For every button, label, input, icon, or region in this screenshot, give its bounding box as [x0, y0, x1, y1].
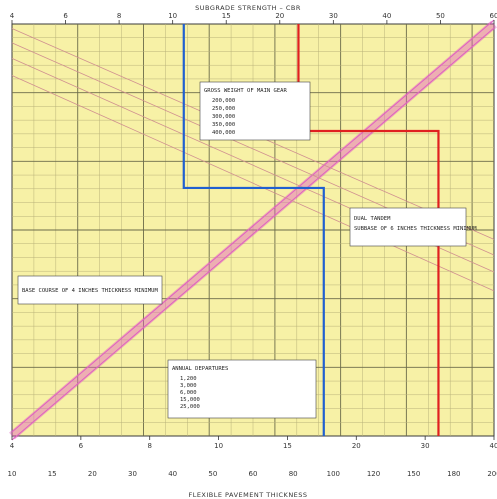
- annual-departure-label: 25,000: [180, 404, 200, 410]
- bottom-axis-tick-label: 40: [490, 442, 497, 450]
- example-path: [297, 24, 440, 436]
- top-axis-tick-label: 6: [63, 12, 68, 20]
- bottom-axis-tick-label: 4: [10, 442, 15, 450]
- example-paths: [182, 24, 440, 436]
- bottom-axis-secondary-tick-label: 100: [327, 470, 340, 478]
- example-path: [182, 24, 325, 436]
- top-axis-title: SUBGRADE STRENGTH – CBR: [195, 4, 301, 12]
- annual-departure-label: 3,000: [180, 383, 197, 389]
- top-axis-tick-label: 20: [275, 12, 284, 20]
- top-axis-tick-label: 30: [329, 12, 338, 20]
- top-axis-tick-label: 40: [382, 12, 391, 20]
- bottom-axis-tick-label: 8: [147, 442, 151, 450]
- equivalent-note-box: [349, 207, 467, 247]
- bottom-axis-secondary-tick-label: 30: [128, 470, 137, 478]
- base-note-box: [17, 275, 163, 305]
- bottom-axis-tick-label: 30: [421, 442, 430, 450]
- top-axis-tick-label: 8: [117, 12, 121, 20]
- gross-weight-label: 300,000: [212, 114, 235, 120]
- annual-departures-note-box: [167, 359, 317, 419]
- top-axis-tick-label: 10: [168, 12, 177, 20]
- pavement-band-edge: [11, 27, 495, 441]
- bottom-axis-tick-label: 10: [214, 442, 223, 450]
- annual-departure-label: 1,200: [180, 376, 197, 382]
- top-axis-tick-label: 60: [490, 12, 497, 20]
- gross-weight-label: 400,000: [212, 130, 235, 136]
- pavement-band: [9, 20, 497, 440]
- equivalent-label: DUAL TANDEM: [354, 216, 391, 222]
- bottom-axis-secondary-tick-label: 50: [208, 470, 217, 478]
- bottom-axis-tick-label: 20: [352, 442, 361, 450]
- bottom-axis-secondary-tick-label: 200: [487, 470, 497, 478]
- annual-departure-label: 15,000: [180, 397, 200, 403]
- annual-departures-title: ANNUAL DEPARTURES: [172, 366, 228, 372]
- departure-curve: [11, 75, 495, 292]
- bottom-axis-ticks: 4 6 8 10 15 20 30 40 10 15 20 30 40 50 60 80 100 120 150 18…: [8, 436, 497, 478]
- gross-weight-note-box: [199, 81, 311, 141]
- top-axis-tick-label: 15: [222, 12, 231, 20]
- bottom-axis-secondary-tick-label: 120: [367, 470, 380, 478]
- gross-weight-label: 350,000: [212, 122, 235, 128]
- gross-weight-title: GROSS WEIGHT OF MAIN GEAR: [204, 88, 287, 94]
- bottom-axis-secondary-tick-label: 60: [249, 470, 258, 478]
- pavement-band-edge: [11, 19, 495, 433]
- bottom-axis-secondary-tick-label: 40: [168, 470, 177, 478]
- gross-weight-label: 250,000: [212, 106, 235, 112]
- base-note: BASE COURSE OF 4 INCHES THICKNESS MINIMU…: [22, 288, 158, 294]
- bottom-axis-secondary-tick-label: 20: [88, 470, 97, 478]
- bottom-axis-secondary-tick-label: 80: [289, 470, 298, 478]
- bottom-axis-secondary-tick-label: 180: [447, 470, 460, 478]
- bottom-axis-secondary-tick-label: 150: [407, 470, 420, 478]
- top-axis-ticks: 4 6 8 10 15 20 30 40 50 60: [10, 12, 497, 24]
- annotation-notes: GROSS WEIGHT OF MAIN GEAR 200,000 250,000 3…: [17, 81, 477, 419]
- bottom-axis-title: FLEXIBLE PAVEMENT THICKNESS: [188, 491, 307, 499]
- bottom-axis-secondary-tick-label: 15: [48, 470, 57, 478]
- gross-weight-label: 200,000: [212, 98, 235, 104]
- bottom-axis-tick-label: 15: [283, 442, 292, 450]
- bottom-axis-tick-label: 6: [79, 442, 84, 450]
- subbase-note: SUBBASE OF 6 INCHES THICKNESS MINIMUM: [354, 226, 477, 232]
- top-axis-tick-label: 4: [10, 12, 15, 20]
- bottom-axis-secondary-tick-label: 10: [8, 470, 17, 478]
- top-axis-tick-label: 50: [436, 12, 445, 20]
- annual-departure-label: 6,000: [180, 390, 197, 396]
